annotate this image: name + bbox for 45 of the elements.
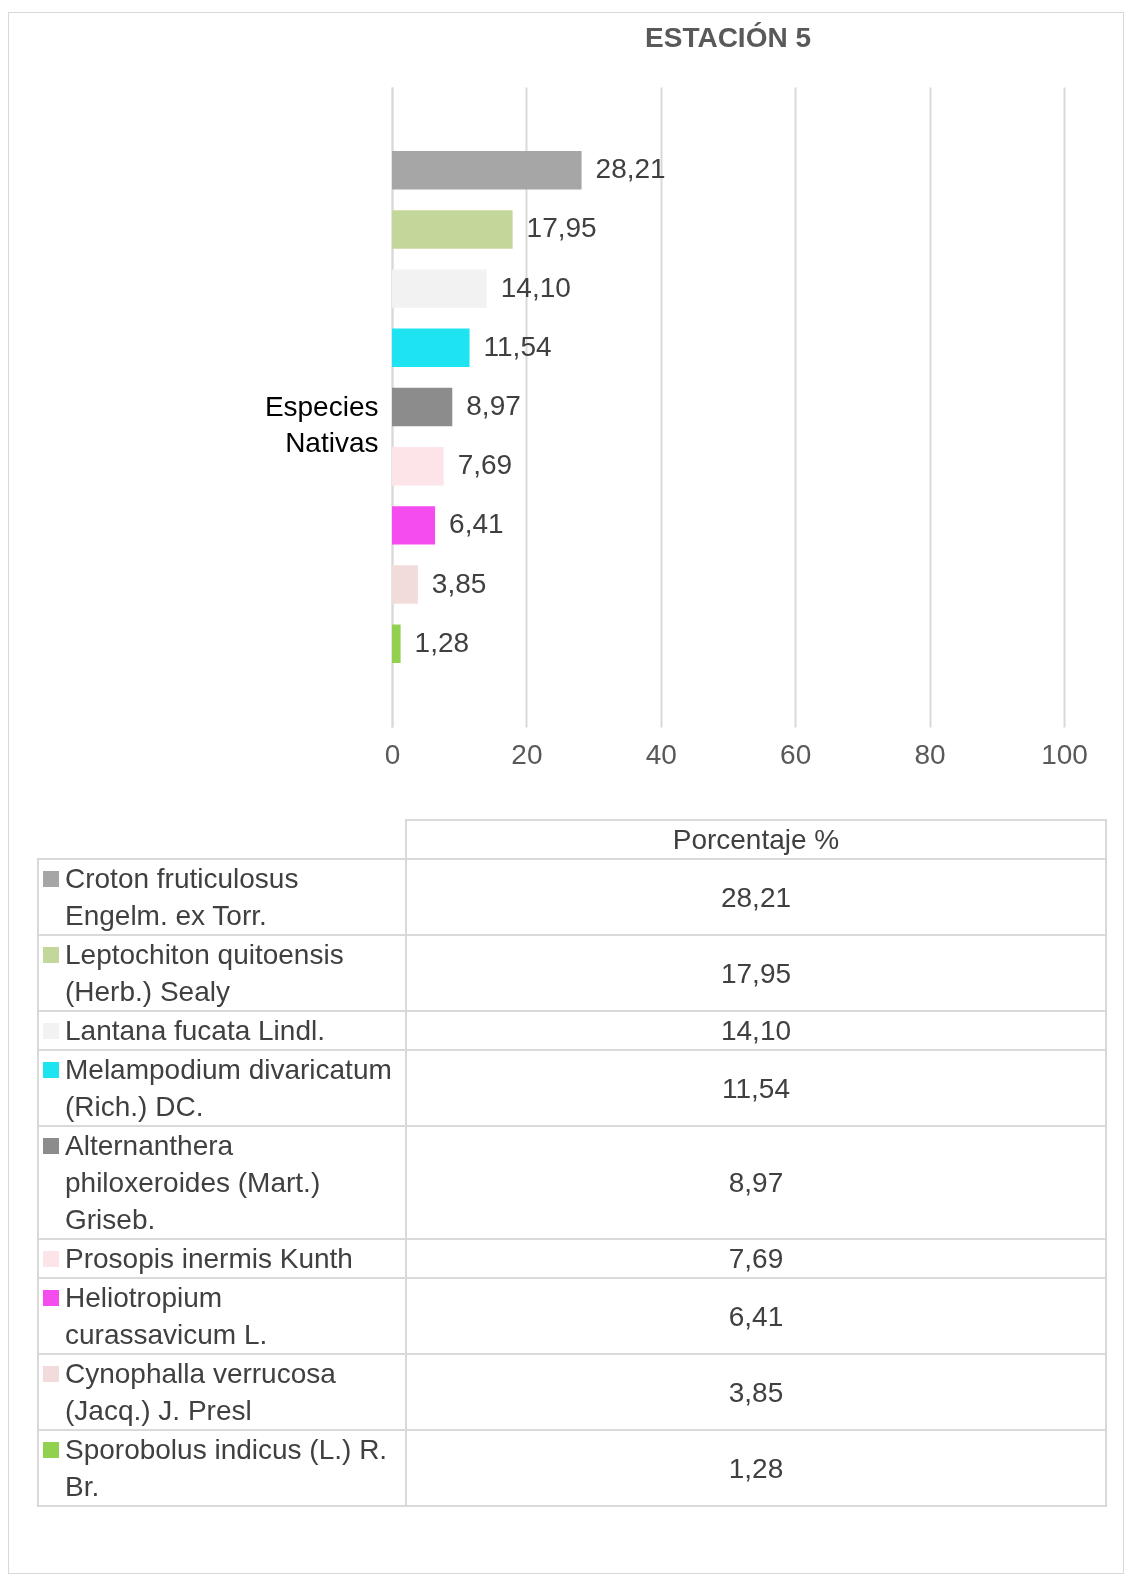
data-label: 8,97 xyxy=(466,390,521,421)
data-label: 17,95 xyxy=(526,212,597,244)
bar xyxy=(392,624,401,663)
table-row: Alternanthera philoxeroides (Mart.) Griseb. 8,97 xyxy=(38,1126,1106,1239)
table-row: Cynophalla verrucosa (Jacq.) J. Presl 3,85 xyxy=(38,1354,1106,1430)
bar xyxy=(392,387,453,427)
legend-label: Prosopis inermis Kunth xyxy=(65,1242,354,1276)
y-axis-title: Especies Nativas xyxy=(264,390,379,458)
x-tick-label: 60 xyxy=(780,738,812,770)
bar xyxy=(392,446,444,486)
x-tick-label: 0 xyxy=(384,738,401,770)
bar xyxy=(392,565,418,604)
legend-label: Cynophalla verrucosa (Jacq.) J. Presl xyxy=(65,1357,337,1428)
legend-label: Leptochiton quitoensis (Herb.) Sealy xyxy=(65,938,345,1009)
chart-title: ESTACIÓN 5 xyxy=(645,22,811,53)
table-row: Lantana fucata Lindl. 14,10 xyxy=(38,1011,1106,1050)
bar xyxy=(392,210,513,249)
table-row: Croton fruticulosus Engelm. ex Torr. 28,21 xyxy=(38,859,1106,935)
x-axis-title: Porcentaje % xyxy=(406,820,1106,859)
data-label: 3,85 xyxy=(431,567,487,599)
bar xyxy=(392,328,470,368)
bar xyxy=(392,151,582,190)
table-row: Melampodium divaricatum (Rich.) DC. 11,54 xyxy=(38,1050,1106,1126)
data-label: 28,21 xyxy=(595,153,666,185)
data-label: 1,28 xyxy=(414,626,470,658)
x-tick-label: 100 xyxy=(1041,738,1088,770)
legend-label: Croton fruticulosus Engelm. ex Torr. xyxy=(65,862,300,933)
data-label: 11,54 xyxy=(483,330,552,362)
table-row: Leptochiton quitoensis (Herb.) Sealy 17,95 xyxy=(38,935,1106,1011)
legend-label: Lantana fucata Lindl. xyxy=(65,1014,326,1048)
x-tick-label: 20 xyxy=(511,738,543,770)
x-tick-label: 40 xyxy=(645,738,677,770)
data-label: 7,69 xyxy=(457,449,513,481)
bar xyxy=(392,269,487,308)
data-label: 6,41 xyxy=(449,508,504,540)
bar xyxy=(392,506,436,545)
legend-label: Melampodium divaricatum (Rich.) DC. xyxy=(65,1053,393,1124)
table-row: Prosopis inermis Kunth 7,69 xyxy=(38,1239,1106,1278)
x-tick-label: 80 xyxy=(914,738,946,770)
legend-label: Alternanthera philoxeroides (Mart.) Griseb. xyxy=(65,1129,322,1237)
legend-label: Heliotropium curassavicum L. xyxy=(65,1281,269,1352)
data-label: 14,10 xyxy=(500,271,571,303)
table-row: Heliotropium curassavicum L. 6,41 xyxy=(38,1278,1106,1354)
legend-label: Sporobolus indicus (L.) R. Br. xyxy=(65,1433,389,1504)
table-row: Sporobolus indicus (L.) R. Br. 1,28 xyxy=(38,1430,1106,1506)
